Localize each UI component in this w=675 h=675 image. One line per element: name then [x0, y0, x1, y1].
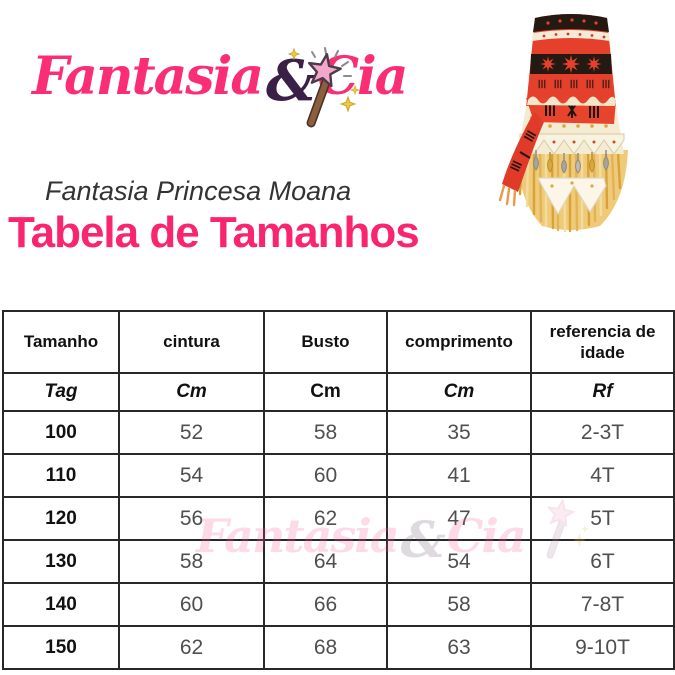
magic-wand-icon — [288, 47, 360, 128]
idade-value: 7-8T — [530, 582, 675, 627]
size-label: 120 — [2, 496, 120, 541]
size-row-110: 110 54 60 41 4T — [2, 453, 675, 498]
sash-layer — [498, 96, 616, 207]
column-header-busto: Busto — [263, 310, 388, 374]
size-label: 110 — [2, 453, 120, 498]
idade-value: 2-3T — [530, 410, 675, 455]
cintura-value: 60 — [118, 582, 265, 627]
table-units-row: Tag Cm Cm Cm Rf — [2, 372, 675, 412]
busto-value: 66 — [263, 582, 388, 627]
idade-value: 9-10T — [530, 625, 675, 670]
column-header-comprimento: comprimento — [386, 310, 532, 374]
unit-comprimento-cm: Cm — [386, 372, 532, 412]
comprimento-value: 63 — [386, 625, 532, 670]
brand-name-fantasia: Fantasia — [32, 46, 264, 107]
cintura-value: 62 — [118, 625, 265, 670]
idade-value: 6T — [530, 539, 675, 584]
comprimento-value: 58 — [386, 582, 532, 627]
unit-busto-cm: Cm — [263, 372, 388, 412]
moana-costume-image — [498, 14, 628, 233]
cintura-value: 52 — [118, 410, 265, 455]
table-header-row: Tamanho cintura Busto comprimento refere… — [2, 310, 675, 374]
comprimento-value: 54 — [386, 539, 532, 584]
idade-value: 5T — [530, 496, 675, 541]
column-header-tamanho: Tamanho — [2, 310, 120, 374]
size-table: Tamanho cintura Busto comprimento refere… — [2, 310, 675, 670]
unit-rf: Rf — [530, 372, 675, 412]
size-row-130: 130 58 64 54 6T — [2, 539, 675, 584]
size-label: 150 — [2, 625, 120, 670]
comprimento-value: 47 — [386, 496, 532, 541]
size-row-100: 100 52 58 35 2-3T — [2, 410, 675, 455]
column-header-cintura: cintura — [118, 310, 265, 374]
unit-cintura-cm: Cm — [118, 372, 265, 412]
brand-ampersand: & — [266, 48, 317, 114]
brand-logo: Fantasia & Cia — [32, 42, 409, 114]
cintura-value: 54 — [118, 453, 265, 498]
size-label: 100 — [2, 410, 120, 455]
busto-value: 68 — [263, 625, 388, 670]
size-label: 130 — [2, 539, 120, 584]
idade-value: 4T — [530, 453, 675, 498]
size-row-150: 150 62 68 63 9-10T — [2, 625, 675, 670]
cintura-value: 56 — [118, 496, 265, 541]
busto-value: 60 — [263, 453, 388, 498]
product-subtitle: Fantasia Princesa Moana — [45, 176, 352, 206]
busto-value: 58 — [263, 410, 388, 455]
page-title: Tabela de Tamanhos — [8, 208, 420, 257]
comprimento-value: 35 — [386, 410, 532, 455]
column-header-idade: referencia de idade — [530, 310, 675, 374]
size-row-140: 140 60 66 58 7-8T — [2, 582, 675, 627]
comprimento-value: 41 — [386, 453, 532, 498]
brand-name-cia: Cia — [317, 46, 409, 107]
busto-value: 62 — [263, 496, 388, 541]
busto-value: 64 — [263, 539, 388, 584]
unit-tag: Tag — [2, 372, 120, 412]
front-lace-layer — [537, 177, 607, 216]
size-row-120: 120 56 62 47 5T — [2, 496, 675, 541]
size-label: 140 — [2, 582, 120, 627]
bodice-layer — [526, 14, 616, 108]
cintura-value: 58 — [118, 539, 265, 584]
